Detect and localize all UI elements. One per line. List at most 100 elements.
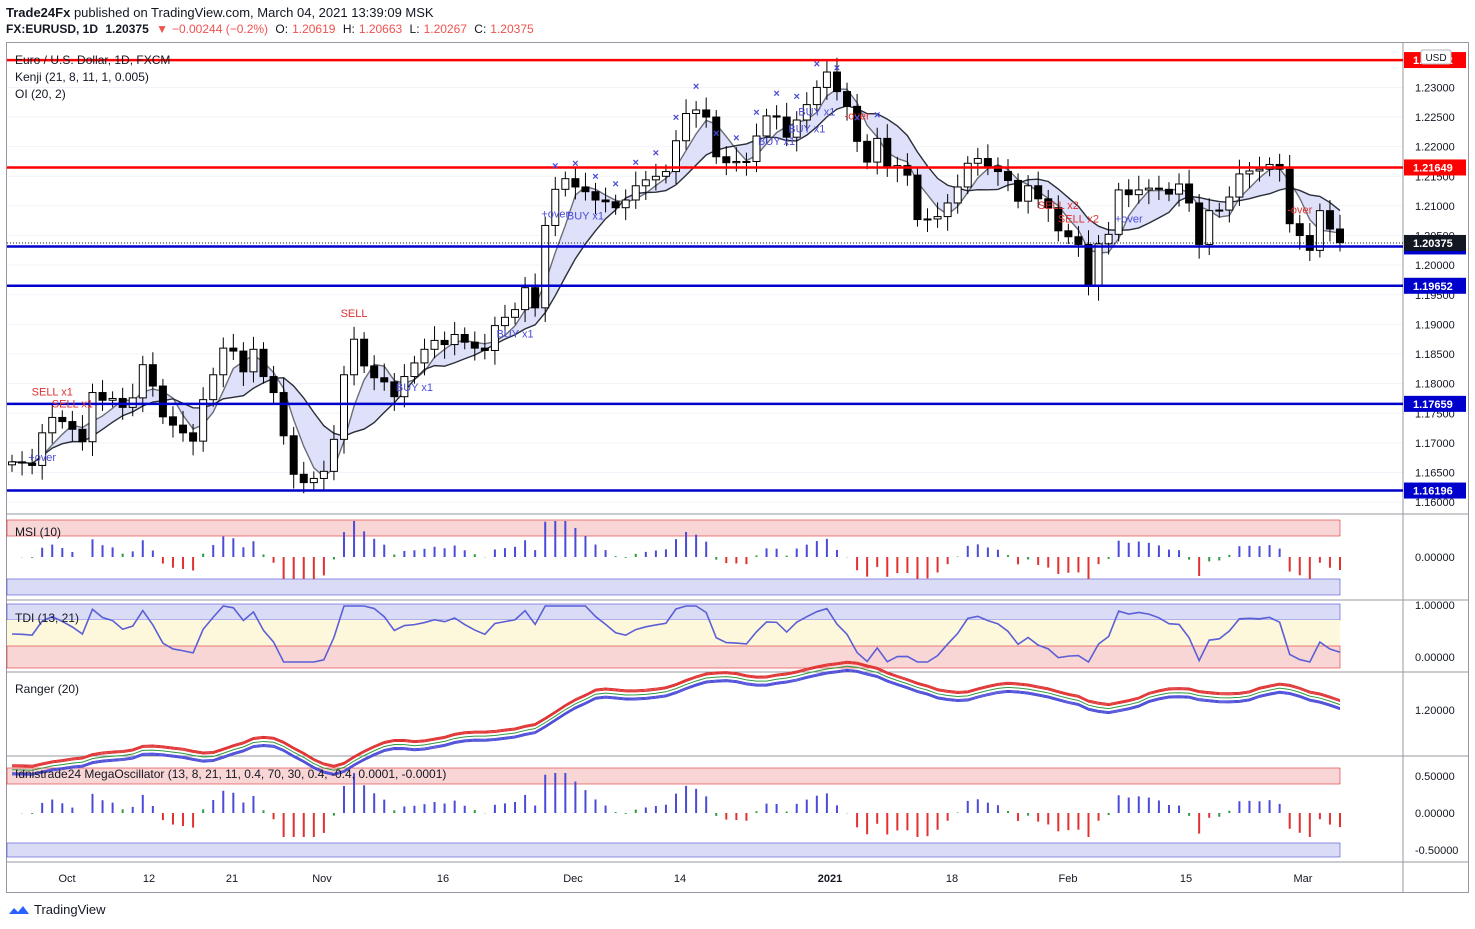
candle-body	[319, 470, 328, 479]
signal-label: +over	[28, 452, 56, 464]
candle-body	[168, 416, 177, 426]
candle-body	[138, 364, 147, 399]
candle-body	[430, 339, 439, 350]
candle-body	[943, 202, 952, 218]
candle-body	[601, 199, 610, 203]
msi-y-tick: 0.00000	[1415, 552, 1455, 564]
candle-body	[772, 115, 781, 118]
candle-body	[963, 162, 972, 188]
signal-label: BUY x1	[798, 106, 835, 118]
candle-body	[702, 109, 711, 118]
oi-indicator-label: OI (20, 2)	[15, 87, 66, 101]
candle-body	[732, 160, 741, 164]
candle-body	[883, 137, 892, 169]
signal-label: -over	[845, 110, 870, 122]
chart-frame	[6, 42, 1469, 893]
candle-body	[98, 392, 107, 401]
x-tick-label: 12	[143, 873, 155, 885]
publisher-name: Trade24Fx	[6, 5, 71, 20]
candle-body	[802, 104, 811, 121]
candle-body	[360, 338, 369, 367]
x-marker: ×	[874, 109, 880, 121]
candle-body	[1255, 168, 1264, 172]
candle-body	[742, 160, 751, 163]
mega-y-tick: 0.00000	[1415, 808, 1455, 820]
ranger-line-0	[11, 660, 1341, 766]
x-tick-label: Mar	[1294, 873, 1313, 885]
candle-body	[752, 135, 761, 162]
candle-body	[873, 137, 882, 163]
candle-body	[641, 179, 650, 187]
close-value: 1.20375	[490, 22, 534, 36]
x-tick-label: Oct	[58, 873, 75, 885]
candle-body	[1235, 173, 1244, 198]
candle-body	[521, 287, 530, 311]
x-marker: ×	[834, 63, 840, 75]
high-value: 1.20663	[358, 22, 403, 36]
ranger-y-tick: 1.20000	[1415, 705, 1455, 717]
candle-body	[199, 399, 208, 442]
signal-label: SELL x2	[1038, 200, 1079, 212]
signal-label: SELL	[341, 308, 368, 320]
ranger-line-6	[11, 670, 1341, 776]
tradingview-logo-icon	[9, 905, 29, 914]
candle-body	[18, 461, 27, 464]
candle-body	[863, 140, 872, 163]
footer-brand[interactable]: TradingView	[34, 902, 106, 917]
ranger-pane-title: Ranger (20)	[15, 682, 79, 696]
x-tick-label: Feb	[1059, 873, 1078, 885]
candle-body	[983, 158, 992, 167]
tdi-y-tick: 0.00000	[1415, 652, 1455, 664]
candle-body	[400, 376, 409, 398]
candle-body	[1124, 189, 1133, 196]
candle-body	[843, 91, 852, 107]
candle-body	[1034, 185, 1043, 200]
candle-body	[1295, 223, 1304, 237]
x-marker: ×	[814, 58, 820, 70]
x-marker: ×	[693, 81, 699, 93]
candle-body	[1185, 183, 1194, 204]
candle-body	[48, 416, 57, 434]
y-tick-label: 1.18000	[1415, 379, 1455, 391]
candle-body	[38, 432, 47, 466]
candle-body	[611, 201, 620, 209]
close-label: C:	[474, 22, 487, 36]
candle-body	[1144, 187, 1153, 191]
candle-body	[78, 428, 87, 443]
y-tick-label: 1.17000	[1415, 438, 1455, 450]
candle-body	[1205, 210, 1214, 245]
candle-body	[1014, 179, 1023, 202]
candle-body	[782, 116, 791, 138]
candle-body	[500, 316, 509, 327]
candle-body	[1195, 202, 1204, 245]
candle-body	[551, 188, 560, 226]
candle-body	[340, 374, 348, 440]
mega-lower-band	[6, 842, 1341, 858]
candle-body	[651, 175, 660, 181]
x-marker: ×	[753, 107, 759, 119]
candle-body	[1245, 170, 1254, 175]
ranger-line-5	[11, 669, 1341, 775]
candle-body	[571, 178, 580, 188]
candle-body	[179, 424, 188, 434]
x-marker: ×	[794, 91, 800, 103]
signal-label: SELL x1	[52, 398, 93, 410]
x-tick-label: 2021	[818, 873, 842, 885]
candle-body	[410, 362, 419, 378]
candle-body	[329, 438, 338, 472]
candle-body	[1104, 233, 1113, 245]
candle-body	[903, 165, 912, 176]
candle-body	[370, 365, 379, 379]
level-label-box-1	[1404, 159, 1466, 176]
x-marker: ×	[854, 112, 860, 124]
candle-body	[1094, 243, 1103, 287]
candle-body	[229, 347, 238, 352]
x-marker: ×	[733, 132, 739, 144]
candle-body	[1114, 189, 1123, 235]
y-tick-label: 1.21000	[1415, 201, 1455, 213]
candle-body	[28, 462, 37, 466]
candle-body	[682, 113, 691, 142]
candle-body	[631, 185, 640, 201]
signal-label: BUY x1	[758, 136, 795, 148]
